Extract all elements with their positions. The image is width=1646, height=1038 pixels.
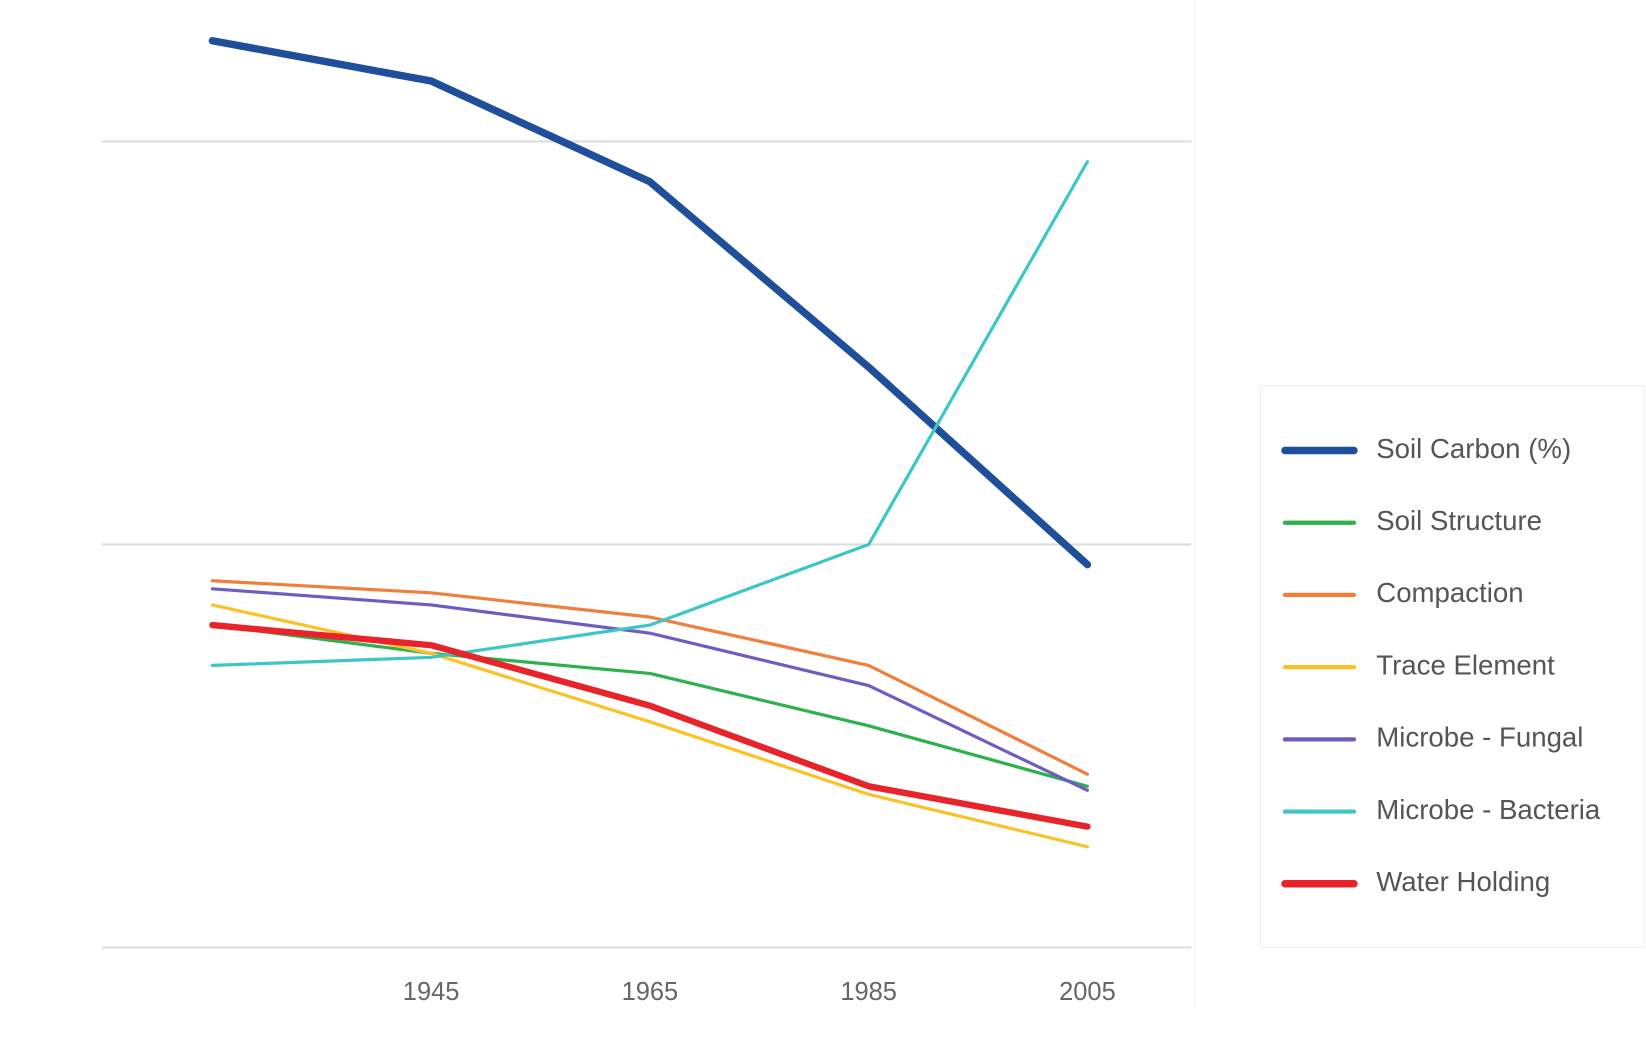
series-line bbox=[209, 621, 1091, 830]
series-line bbox=[210, 587, 1090, 792]
legend-label: Soil Carbon (%) bbox=[1376, 433, 1571, 464]
legend-label: Microbe - Fungal bbox=[1376, 722, 1583, 753]
legend-label: Compaction bbox=[1376, 577, 1523, 608]
legend-label: Microbe - Bacteria bbox=[1376, 794, 1601, 825]
series-line bbox=[210, 623, 1090, 788]
x-tick-label: 1985 bbox=[840, 978, 897, 1006]
x-tick-label: 2005 bbox=[1059, 978, 1116, 1006]
series-line bbox=[208, 37, 1092, 569]
series-line bbox=[210, 160, 1090, 667]
x-tick-label: 1965 bbox=[622, 978, 679, 1006]
x-tick-label: 1945 bbox=[403, 978, 460, 1006]
legend-label: Water Holding bbox=[1376, 866, 1550, 897]
legend-label: Soil Structure bbox=[1376, 505, 1542, 536]
series-line bbox=[210, 579, 1090, 776]
legend-label: Trace Element bbox=[1376, 649, 1555, 680]
